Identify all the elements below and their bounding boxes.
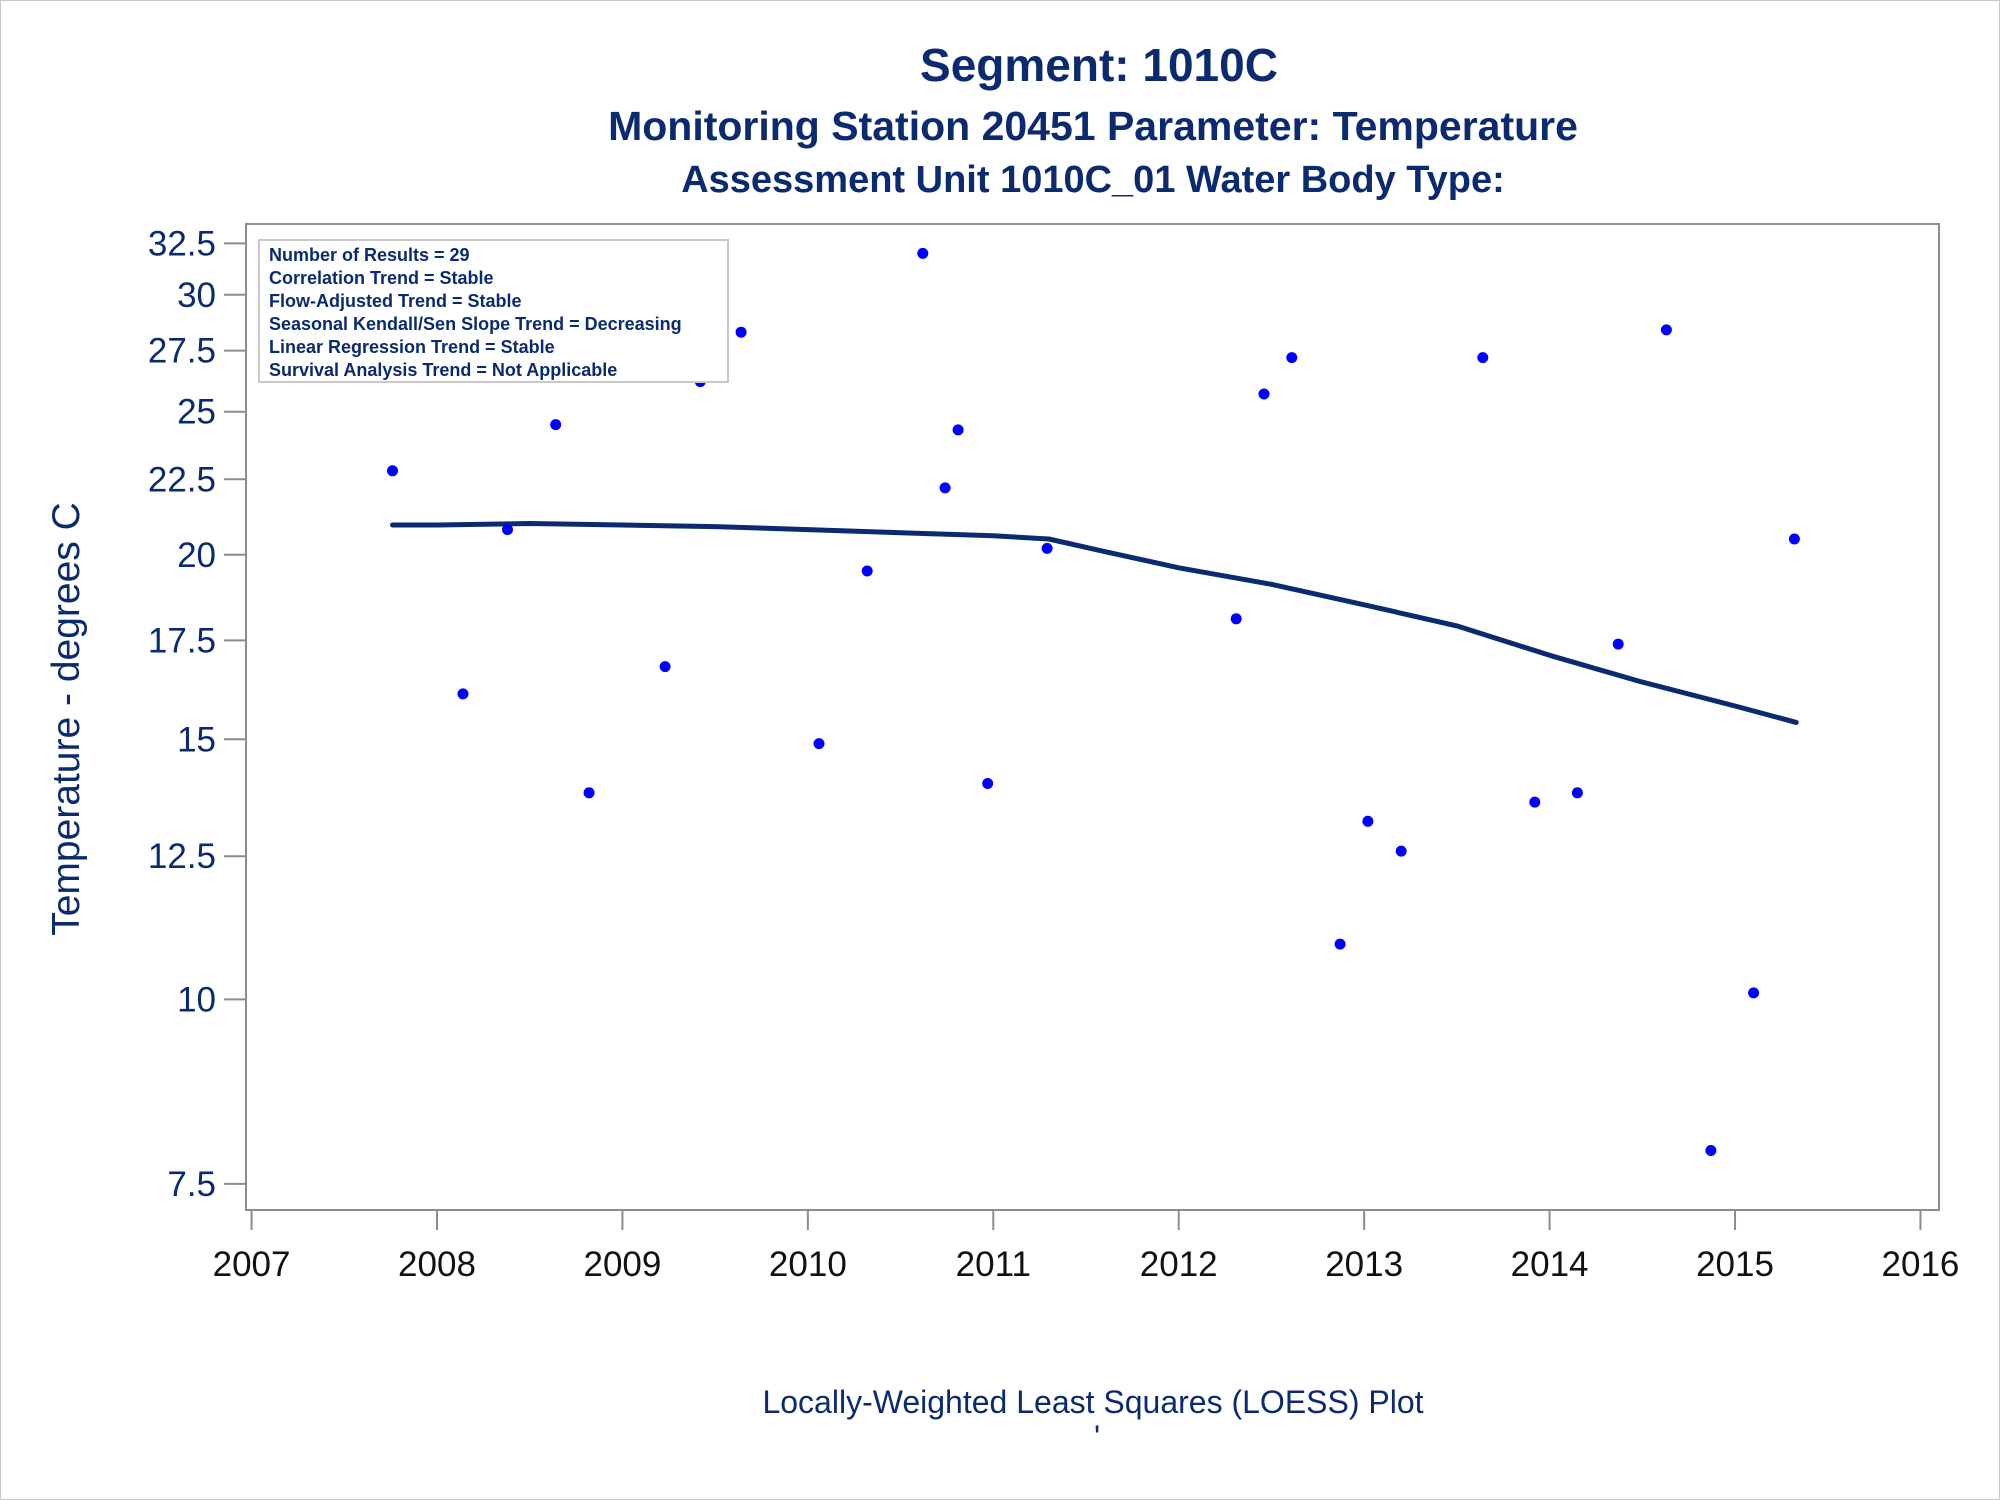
stat-survival-analysis-trend: Survival Analysis Trend = Not Applicable [269,360,617,380]
x-tick-label: 2014 [1511,1245,1589,1284]
data-point [1230,613,1242,625]
y-tick-label: 27.5 [148,332,216,371]
data-points-layer [387,247,1800,1156]
data-point [735,326,747,338]
stat-number-of-results: Number of Results = 29 [269,245,470,265]
data-point [502,524,513,536]
stats-box-border [258,239,729,383]
chart-subtitle-2: Assessment Unit 1010C_01 Water Body Type… [681,159,1505,201]
data-point [1286,352,1298,364]
y-axis-label: Temperature - degrees C [45,502,88,936]
stat-flow-adjusted-trend: Flow-Adjusted Trend = Stable [269,291,522,311]
x-tick-label: 2012 [1140,1245,1218,1284]
data-point [1748,987,1760,999]
data-point [1705,1145,1717,1156]
stat-seasonal-kendall-trend: Seasonal Kendall/Sen Slope Trend = Decre… [269,314,682,334]
data-point [1334,938,1346,950]
data-point [1788,533,1800,545]
y-tick-label: 32.5 [148,224,216,263]
y-tick-label: 15 [177,720,216,759]
y-tick-label: 12.5 [148,837,216,876]
data-point [813,738,825,750]
x-tick-label: 2013 [1325,1245,1403,1284]
loess-curve-layer [390,521,1799,725]
data-point [550,419,562,431]
x-tick-label: 2007 [213,1245,291,1284]
x-tick-label: 2011 [956,1245,1031,1284]
x-axis: 2007 2008 2009 2010 2011 2012 2013 2014 2015 2016 [213,1210,1960,1284]
y-tick-label: 20 [177,536,216,575]
y-tick-label: 30 [177,276,216,315]
data-point [917,247,929,259]
data-point [387,465,398,477]
data-point [861,565,873,577]
x-tick-label: 2016 [1882,1245,1960,1284]
data-point [1612,638,1624,650]
footnote-mark: ' [1094,1419,1100,1455]
data-point [982,778,994,789]
data-point [457,688,469,700]
data-point [1362,815,1374,827]
y-axis: 7.5 10 12.5 15 17.5 20 22.5 25 27.5 30 32.5 [148,224,246,1204]
y-tick-label: 7.5 [167,1165,216,1204]
data-point [1258,388,1270,400]
data-point [1660,324,1672,336]
data-point [659,661,671,673]
data-point [1041,542,1053,554]
x-tick-label: 2010 [769,1245,847,1284]
x-tick-label: 2015 [1696,1245,1774,1284]
chart-subtitle: Monitoring Station 20451 Parameter: Temp… [608,103,1578,149]
footnote: Locally-Weighted Least Squares (LOESS) P… [762,1384,1423,1420]
plot-area [245,223,1940,1211]
data-point [939,482,951,494]
stat-correlation-trend: Correlation Trend = Stable [269,268,494,288]
data-point [1571,787,1583,799]
data-point [1529,796,1541,808]
x-tick-label: 2008 [398,1245,476,1284]
data-point [1395,845,1407,857]
data-point [952,424,964,436]
stats-box: Number of Results = 29 Correlation Trend… [258,239,729,383]
y-tick-label: 17.5 [148,621,216,660]
data-point [583,787,595,799]
data-point [1477,352,1489,364]
y-tick-label: 25 [177,393,216,432]
chart-title: Segment: 1010C [920,39,1278,91]
y-tick-label: 10 [177,980,216,1019]
x-tick-label: 2009 [583,1245,661,1284]
stat-linear-regression-trend: Linear Regression Trend = Stable [269,337,555,357]
y-tick-label: 22.5 [148,460,216,499]
loess-line [390,521,1799,725]
